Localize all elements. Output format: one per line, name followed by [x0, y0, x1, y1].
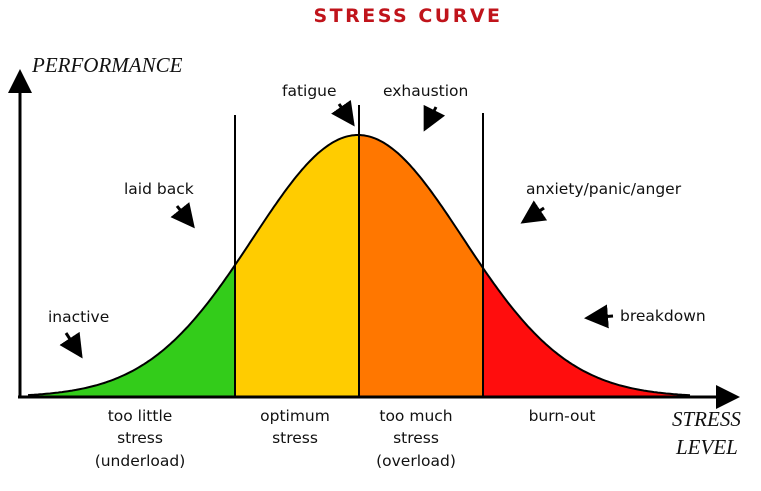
- arrow-laid-back-icon: [170, 202, 195, 229]
- svg-text:(underload): (underload): [95, 452, 186, 470]
- zone-fill-overload: [359, 135, 483, 397]
- annotation-fatigue: fatigue: [282, 82, 337, 100]
- zone-fill-optimum: [235, 135, 359, 397]
- svg-text:too much: too much: [379, 407, 452, 425]
- zone-label-overload: too much stress (overload): [376, 407, 456, 470]
- annotation-inactive: inactive: [48, 308, 109, 326]
- zone-label-burnout: burn-out: [529, 407, 596, 425]
- x-axis-label-line2: LEVEL: [675, 435, 738, 459]
- svg-text:burn-out: burn-out: [529, 407, 596, 425]
- annotation-breakdown: breakdown: [620, 307, 706, 325]
- arrow-anxiety-icon: [520, 200, 548, 224]
- diagram-title: STRESS CURVE: [313, 5, 502, 27]
- x-axis-label-line1: STRESS: [672, 407, 741, 431]
- arrow-breakdown-icon: [584, 304, 614, 329]
- arrow-exhaustion-icon: [423, 104, 446, 132]
- zone-label-underload: too little stress (underload): [95, 407, 186, 470]
- svg-text:stress: stress: [117, 429, 163, 447]
- svg-text:optimum: optimum: [260, 407, 330, 425]
- zone-fill-underload: [28, 265, 235, 397]
- arrow-fatigue-icon: [331, 99, 355, 127]
- svg-text:stress: stress: [393, 429, 439, 447]
- svg-text:stress: stress: [272, 429, 318, 447]
- zone-fill-burnout: [483, 268, 690, 397]
- annotation-laid-back: laid back: [124, 180, 194, 198]
- annotation-exhaustion: exhaustion: [383, 82, 468, 100]
- svg-text:(overload): (overload): [376, 452, 456, 470]
- y-axis-label: PERFORMANCE: [31, 53, 183, 77]
- annotation-anxiety: anxiety/panic/anger: [526, 180, 682, 198]
- arrow-inactive-icon: [59, 331, 83, 359]
- zone-label-optimum: optimum stress: [260, 407, 330, 447]
- svg-text:too little: too little: [108, 407, 173, 425]
